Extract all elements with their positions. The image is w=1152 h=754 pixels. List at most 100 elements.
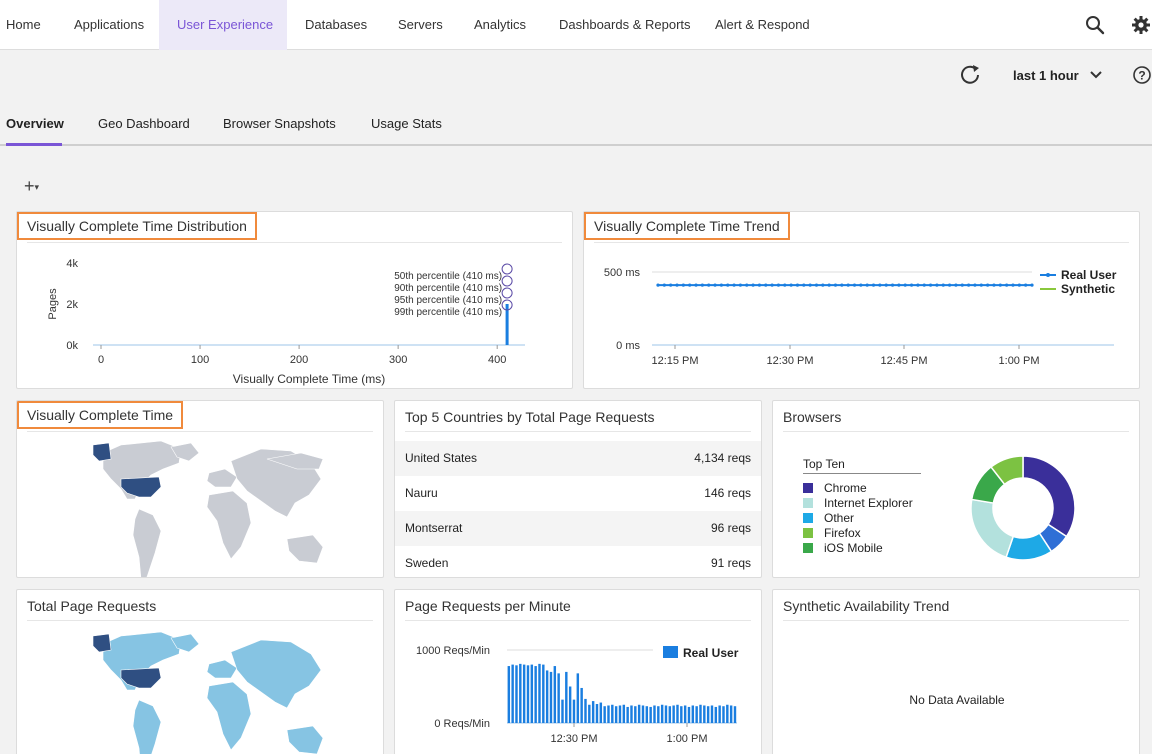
bar xyxy=(657,706,660,723)
data-point xyxy=(1030,283,1034,287)
bar xyxy=(611,704,614,723)
tab-browser-snapshots[interactable]: Browser Snapshots xyxy=(223,116,336,131)
distribution-chart: 0 100 200 300 400 0k 2k 4k Pages Visually Complet… xyxy=(47,258,525,386)
legend-title: Top Ten xyxy=(803,457,921,474)
data-point xyxy=(986,283,990,287)
bar xyxy=(706,706,710,723)
panel-title: Page Requests per Minute xyxy=(405,598,571,614)
y-tick-label: 500 ms xyxy=(604,267,641,279)
nav-applications[interactable]: Applications xyxy=(74,17,145,32)
nav-home[interactable]: Home xyxy=(6,17,41,32)
data-point xyxy=(751,283,755,287)
help-icon[interactable]: ? xyxy=(1132,65,1152,85)
region-united-states[interactable] xyxy=(120,667,162,689)
data-point xyxy=(897,283,901,287)
bar xyxy=(561,699,564,723)
data-point xyxy=(865,283,869,287)
refresh-icon[interactable] xyxy=(958,63,984,87)
tab-usage-stats[interactable]: Usage Stats xyxy=(371,116,442,131)
x-axis-label: Visually Complete Time (ms) xyxy=(233,372,385,386)
time-range-selector[interactable]: last 1 hour xyxy=(1013,68,1079,83)
region-united-states[interactable] xyxy=(120,476,162,498)
data-point xyxy=(795,283,800,287)
bar xyxy=(660,704,664,723)
legend-label: Chrome xyxy=(824,480,867,495)
bar xyxy=(695,706,698,723)
data-point xyxy=(947,283,952,287)
panel-divider xyxy=(594,242,1129,243)
data-point xyxy=(884,283,888,287)
legend-item[interactable]: iOS Mobile xyxy=(803,540,921,555)
legend-item[interactable]: Internet Explorer xyxy=(803,495,921,510)
list-item[interactable]: Sweden 91 reqs xyxy=(395,546,761,577)
legend-swatch xyxy=(803,482,813,493)
world-map[interactable] xyxy=(17,590,384,754)
legend-item[interactable]: Chrome xyxy=(803,480,921,495)
bar xyxy=(588,704,591,723)
data-point xyxy=(954,283,958,287)
bar xyxy=(672,705,675,723)
tab-geo-dashboard[interactable]: Geo Dashboard xyxy=(98,116,190,131)
list-item[interactable]: United States 4,134 reqs xyxy=(395,441,761,476)
region-alaska[interactable] xyxy=(92,633,112,653)
bar xyxy=(599,702,603,723)
panel-divider xyxy=(405,620,751,621)
donut-slice xyxy=(1038,523,1068,553)
legend-label: iOS Mobile xyxy=(824,540,883,555)
data-point xyxy=(846,283,850,287)
data-point xyxy=(935,283,939,287)
region-alaska[interactable] xyxy=(92,442,112,462)
data-point xyxy=(859,283,863,287)
bar xyxy=(519,663,522,723)
bar xyxy=(511,664,514,723)
tab-overview[interactable]: Overview xyxy=(6,116,64,131)
nav-databases[interactable]: Databases xyxy=(305,17,368,32)
data-point xyxy=(1017,283,1021,287)
panel-title: Synthetic Availability Trend xyxy=(783,598,950,614)
add-widget-button[interactable]: +▾ xyxy=(24,176,40,196)
bar xyxy=(668,706,672,723)
bar xyxy=(634,706,637,723)
world-map[interactable] xyxy=(17,401,384,578)
bar xyxy=(676,704,679,723)
legend-label: Firefox xyxy=(824,525,861,540)
donut-slice xyxy=(990,455,1024,486)
nav-dashboards-reports[interactable]: Dashboards & Reports xyxy=(559,17,691,32)
data-point xyxy=(694,283,698,287)
chevron-down-icon[interactable] xyxy=(1089,69,1103,81)
data-point xyxy=(770,283,774,287)
country-requests: 4,134 reqs xyxy=(694,451,751,465)
nav-analytics[interactable]: Analytics xyxy=(474,17,527,32)
legend-item[interactable]: Other xyxy=(803,510,921,525)
data-point xyxy=(688,283,692,287)
bar xyxy=(649,706,652,723)
data-point xyxy=(675,283,679,287)
bar xyxy=(591,701,595,723)
search-icon[interactable] xyxy=(1084,14,1106,36)
data-point xyxy=(738,283,743,287)
gear-icon[interactable] xyxy=(1130,14,1152,36)
donut-slice xyxy=(1022,455,1076,538)
bar xyxy=(534,666,537,723)
donut-slice xyxy=(1005,532,1053,561)
legend-item[interactable]: Firefox xyxy=(803,525,921,540)
country-name: Nauru xyxy=(405,486,438,500)
x-tick-label: 0 xyxy=(98,354,104,366)
panel-title: Top 5 Countries by Total Page Requests xyxy=(405,409,655,425)
nav-alert-respond[interactable]: Alert & Respond xyxy=(715,17,810,32)
panel-divider xyxy=(405,431,751,432)
nav-servers[interactable]: Servers xyxy=(398,17,443,32)
data-point xyxy=(757,283,762,287)
list-item[interactable]: Montserrat 96 reqs xyxy=(395,511,761,546)
data-point xyxy=(941,283,945,287)
nav-user-experience[interactable]: User Experience xyxy=(159,0,287,50)
top-nav: Home Applications User Experience Databa… xyxy=(0,0,1152,50)
bar xyxy=(614,706,618,723)
list-item[interactable]: Nauru 146 reqs xyxy=(395,476,761,511)
data-point xyxy=(783,283,787,287)
percentile-marker xyxy=(501,275,513,287)
bar xyxy=(680,706,683,723)
country-requests: 96 reqs xyxy=(710,521,751,535)
bar xyxy=(607,705,610,723)
data-point xyxy=(808,283,812,287)
